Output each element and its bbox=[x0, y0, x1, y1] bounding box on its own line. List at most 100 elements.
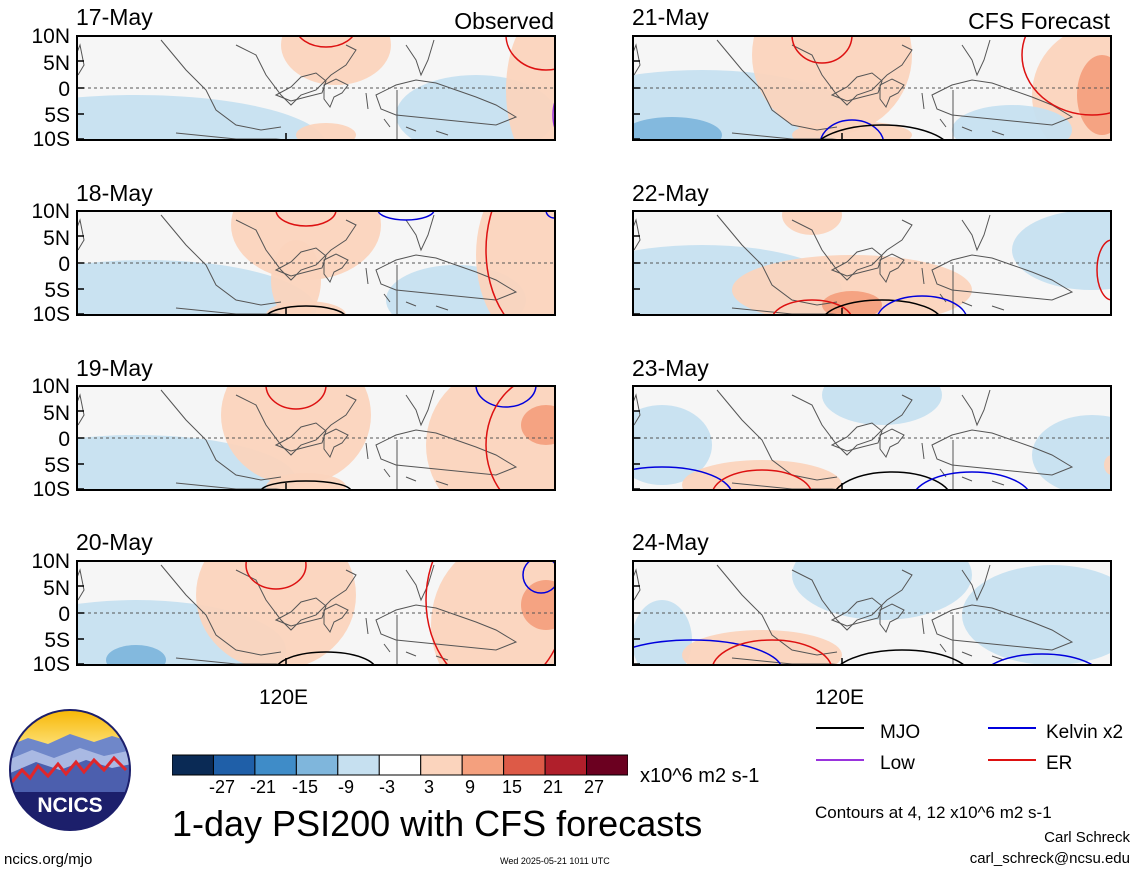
coastline-1 bbox=[791, 219, 913, 281]
panel-date-18-may: 18-May bbox=[76, 180, 153, 206]
panel-21-may bbox=[632, 35, 1112, 141]
coastline-7 bbox=[405, 39, 435, 77]
coastline-2 bbox=[830, 597, 883, 627]
cfs-forecast-label: CFS Forecast bbox=[968, 8, 1110, 34]
coastline-3 bbox=[879, 428, 905, 459]
legend-label-mjo: MJO bbox=[880, 722, 921, 743]
coastline-4 bbox=[931, 604, 1074, 651]
lat-5n: 5N bbox=[43, 402, 70, 425]
coastline-7 bbox=[405, 214, 435, 252]
colorbar-swatch-8 bbox=[503, 754, 546, 776]
panel-date-24-may: 24-May bbox=[632, 529, 709, 555]
coastline-2 bbox=[274, 422, 327, 452]
coastline-2 bbox=[830, 422, 883, 452]
colorbar-swatch-4 bbox=[337, 754, 380, 776]
coastline-7 bbox=[961, 39, 991, 77]
footer-url: ncics.org/mjo bbox=[4, 851, 93, 868]
coastline-2 bbox=[274, 597, 327, 627]
coastline-3 bbox=[879, 603, 905, 634]
contour-er-0 bbox=[275, 210, 337, 227]
coastline-0 bbox=[716, 39, 838, 131]
coastline-0 bbox=[160, 39, 282, 131]
panel-19-may bbox=[76, 385, 556, 491]
coastline-8 bbox=[365, 442, 449, 486]
contour-kelvin-0 bbox=[632, 466, 733, 491]
field-anomaly-1 bbox=[732, 255, 972, 316]
coastline-8 bbox=[365, 92, 449, 136]
contour-low-2 bbox=[552, 97, 556, 133]
coastline-4 bbox=[375, 254, 518, 301]
contour-mjo-3 bbox=[817, 124, 947, 141]
footer-timestamp: Wed 2025-05-21 1011 UTC bbox=[500, 856, 610, 866]
contour-kelvin-2 bbox=[819, 119, 885, 141]
contour-er-1 bbox=[1021, 35, 1112, 116]
field-anomaly-6 bbox=[952, 105, 1072, 141]
lat-10n: 10N bbox=[31, 25, 70, 48]
units-label: x10^6 m2 s-1 bbox=[640, 765, 760, 787]
cb-label-3: 3 bbox=[423, 777, 434, 797]
lat-5s: 5S bbox=[44, 454, 70, 477]
field-anomaly-1 bbox=[281, 35, 391, 85]
coastline-8 bbox=[921, 617, 1005, 661]
lat-10s: 10S bbox=[32, 128, 70, 151]
contour-er-0 bbox=[297, 35, 355, 48]
cb-label-neg9: -9 bbox=[337, 777, 354, 797]
field-anomaly-3 bbox=[682, 630, 842, 666]
coastline-8 bbox=[921, 92, 1005, 136]
coastline-7 bbox=[961, 389, 991, 427]
field-anomaly-4 bbox=[296, 123, 356, 141]
lat-0: 0 bbox=[58, 78, 70, 101]
coastline-4 bbox=[931, 254, 1074, 301]
field-anomaly-3 bbox=[521, 405, 556, 445]
legend-label-er: ER bbox=[1046, 753, 1073, 774]
chart-title: 1-day PSI200 with CFS forecasts bbox=[172, 803, 703, 844]
legend-swatch-kelvin bbox=[988, 727, 1036, 729]
colorbar-swatch-2 bbox=[254, 754, 297, 776]
cb-label-neg15: -15 bbox=[291, 777, 318, 797]
contour-er-0 bbox=[265, 385, 327, 410]
panel-date-21-may: 21-May bbox=[632, 4, 709, 30]
panel-date-19-may: 19-May bbox=[76, 355, 153, 381]
contour-mjo-2 bbox=[834, 471, 950, 491]
coastline-1 bbox=[235, 569, 357, 631]
contour-kelvin-1 bbox=[475, 385, 537, 408]
lat-5s: 5S bbox=[44, 629, 70, 652]
field-anomaly-3 bbox=[682, 460, 842, 491]
contour-er-1 bbox=[711, 639, 833, 666]
lat-10n: 10N bbox=[31, 200, 70, 223]
colorbar-swatch-3 bbox=[295, 754, 339, 776]
colorbar-swatch-6 bbox=[420, 754, 463, 776]
legend-swatch-low bbox=[816, 759, 864, 761]
field-anomaly-3 bbox=[1012, 210, 1112, 290]
coastline-3 bbox=[323, 428, 349, 459]
coastline-1 bbox=[791, 394, 913, 456]
logo-text: NCICS bbox=[37, 794, 102, 817]
coastline-0 bbox=[716, 214, 838, 306]
contour-kelvin-2 bbox=[876, 295, 968, 316]
coastline-3 bbox=[323, 603, 349, 634]
contour-er-2 bbox=[485, 385, 517, 491]
field-anomaly-2 bbox=[632, 600, 692, 666]
colorbar-swatch-7 bbox=[461, 754, 505, 776]
panel-date-22-may: 22-May bbox=[632, 180, 709, 206]
coastline-1 bbox=[235, 44, 357, 106]
lat-0: 0 bbox=[58, 253, 70, 276]
field-anomaly-0 bbox=[632, 405, 712, 485]
coastline-3 bbox=[323, 78, 349, 109]
coastline-2 bbox=[830, 247, 883, 277]
panel-17-may bbox=[76, 35, 556, 141]
coastline-2 bbox=[830, 72, 883, 102]
contour-kelvin-2 bbox=[522, 560, 556, 594]
coastline-8 bbox=[365, 267, 449, 311]
lat-5n: 5N bbox=[43, 227, 70, 250]
field-anomaly-1 bbox=[962, 565, 1112, 665]
contour-kelvin-3 bbox=[988, 653, 1096, 666]
cb-label-neg27: -27 bbox=[208, 777, 235, 797]
panel-18-may bbox=[76, 210, 556, 316]
panel-24-may bbox=[632, 560, 1112, 666]
coastline-1 bbox=[791, 44, 913, 106]
lat-0: 0 bbox=[58, 603, 70, 626]
field-anomaly-1 bbox=[632, 117, 722, 141]
coastline-3 bbox=[879, 78, 905, 109]
coastline-0 bbox=[160, 564, 282, 656]
